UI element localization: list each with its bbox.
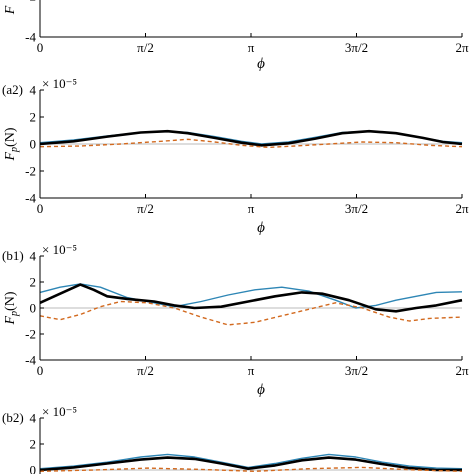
x-axis-label: ϕ: [257, 382, 265, 398]
series-line-blue: [39, 283, 463, 309]
y-tick-label: -4: [25, 30, 36, 45]
y-tick-label: 0: [30, 137, 37, 152]
y-tick-label: 0: [30, 301, 37, 316]
x-tick-label: 3π/2: [345, 363, 368, 378]
x-tick-label: π/2: [137, 201, 154, 216]
x-tick-label: 2π: [455, 201, 469, 216]
y-tick-label: 2: [30, 275, 37, 290]
panel-b2: 0 2 4 (b2) × 10⁻⁵: [2, 404, 463, 474]
y-tick-label: -2: [25, 0, 36, 4]
x-tick-label: 0: [37, 40, 44, 55]
exponent-label: × 10⁻⁵: [42, 76, 77, 91]
x-tick-label: 2π: [455, 40, 469, 55]
x-tick-label: π: [248, 363, 255, 378]
series-line-black: [39, 129, 463, 147]
x-tick-label: π: [248, 40, 255, 55]
panel-label: (b2): [2, 410, 24, 425]
series-line-black: [39, 283, 463, 313]
y-tick-label: 2: [30, 437, 37, 452]
y-tick-label: 2: [30, 110, 37, 125]
x-axis-label: ϕ: [257, 220, 265, 236]
series-line-blue: [39, 453, 463, 470]
y-tick-label: 4: [30, 249, 37, 264]
y-axis-label: Fp(N): [3, 127, 20, 161]
panel-top: -4 -2 0 π/2 π 3π/2 2π ϕ F: [3, 0, 469, 72]
x-tick-label: 0: [37, 201, 44, 216]
panel-label: (b1): [2, 248, 24, 263]
y-tick-label: 4: [30, 411, 37, 426]
exponent-label: × 10⁻⁵: [42, 242, 77, 257]
panel-a2: -4 -2 0 2 4 0 π/2 π 3π/2 2π ϕ (a2) × 10⁻⁵ Fp(N): [2, 76, 469, 236]
series-line-orange: [39, 300, 463, 326]
x-tick-label: 3π/2: [345, 201, 368, 216]
x-tick-label: π: [248, 201, 255, 216]
panel-b1: -4 -2 0 2 4 0 π/2 π 3π/2 2π ϕ (b1) × 10⁻⁵ Fp(N): [2, 242, 469, 398]
y-tick-label: -4: [25, 191, 36, 206]
x-tick-label: 3π/2: [345, 40, 368, 55]
x-tick-label: 2π: [455, 363, 469, 378]
y-axis-label: F: [3, 5, 18, 15]
y-tick-label: 0: [30, 463, 37, 474]
x-tick-label: 0: [37, 363, 44, 378]
x-tick-label: π/2: [137, 363, 154, 378]
series-line-orange: [39, 138, 463, 149]
y-tick-label: -2: [25, 327, 36, 342]
y-tick-label: 4: [30, 83, 37, 98]
x-tick-label: π/2: [137, 40, 154, 55]
series-line-black: [39, 456, 462, 472]
panel-label: (a2): [2, 82, 23, 97]
exponent-label: × 10⁻⁵: [42, 404, 77, 419]
series-line-orange: [39, 466, 463, 472]
y-tick-label: -2: [25, 164, 36, 179]
y-tick-label: -4: [25, 353, 36, 368]
x-axis-label: ϕ: [257, 56, 265, 72]
y-axis-label: Fp(N): [3, 291, 20, 325]
